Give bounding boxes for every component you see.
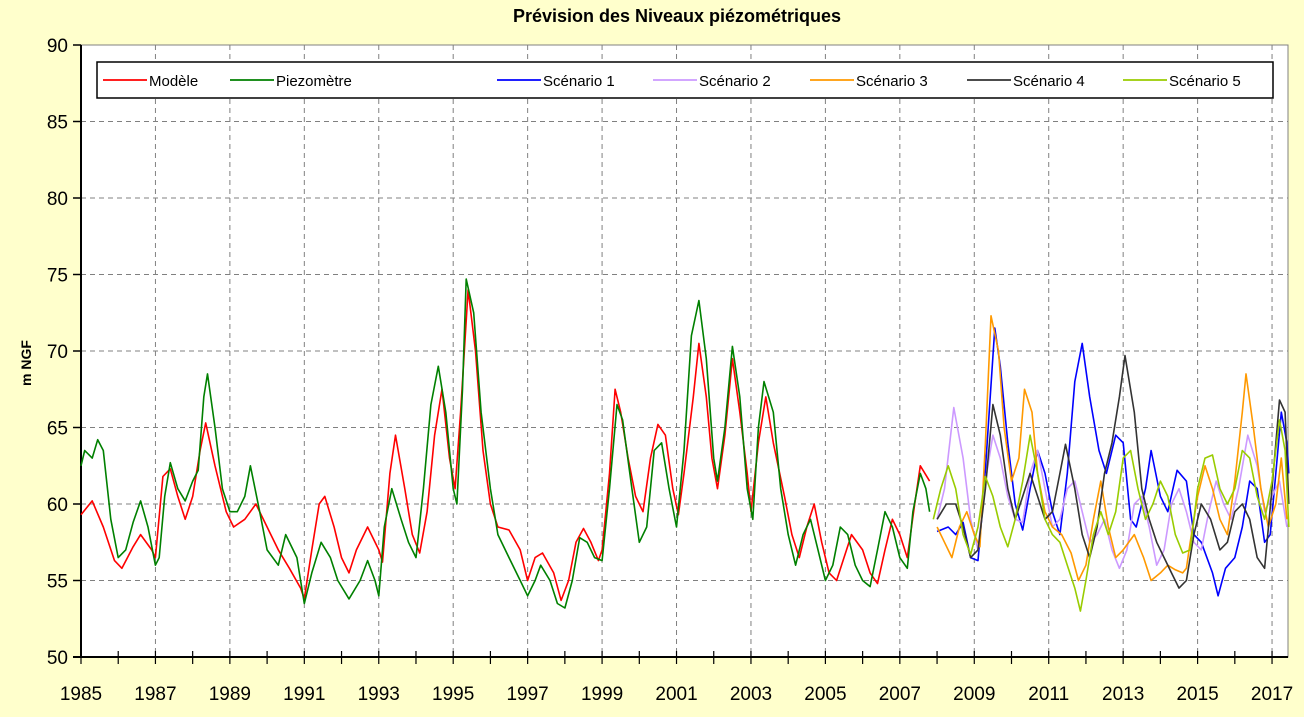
x-tick-label: 1993 [358, 684, 400, 705]
x-tick-label: 2003 [730, 684, 772, 705]
series-line-4 [936, 406, 1288, 570]
legend-label: Scénario 2 [699, 73, 771, 90]
legend-label: Scénario 1 [543, 73, 615, 90]
y-tick-label: 80 [47, 189, 68, 210]
y-tick-label: 85 [47, 113, 68, 134]
series-line-2 [80, 278, 931, 609]
x-tick-label: 1991 [283, 684, 325, 705]
series-line-7 [932, 419, 1290, 612]
legend-label: Modèle [149, 73, 198, 90]
y-tick-label: 60 [47, 495, 68, 516]
legend-label: Scénario 5 [1169, 73, 1241, 90]
series-line-3 [936, 327, 1290, 597]
x-tick-label: 2015 [1176, 684, 1218, 705]
series-line-1 [80, 288, 931, 602]
x-tick-label: 2007 [879, 684, 921, 705]
legend-label: Scénario 3 [856, 73, 928, 90]
y-tick-label: 75 [47, 266, 68, 287]
y-tick-label: 65 [47, 419, 68, 440]
legend-label: Piezomètre [276, 73, 352, 90]
x-tick-label: 2001 [655, 684, 697, 705]
x-tick-label: 1995 [432, 684, 474, 705]
x-tick-label: 2005 [804, 684, 846, 705]
y-tick-label: 55 [47, 572, 68, 593]
x-tick-label: 1997 [506, 684, 548, 705]
axes: 50 55 60 65 70 75 80 85 90 1985 1987 1989 1991 1993 19… [47, 36, 1293, 705]
series-line-6 [936, 354, 1290, 589]
x-tick-label: 2009 [953, 684, 995, 705]
data-series [80, 278, 1290, 612]
y-tick-label: 50 [47, 648, 68, 669]
x-tick-label: 2017 [1251, 684, 1293, 705]
y-tick-label: 70 [47, 342, 68, 363]
x-tick-label: 1987 [134, 684, 176, 705]
x-tick-label: 2011 [1028, 684, 1069, 705]
chart-title: Prévision des Niveaux piézométriques [512, 6, 842, 26]
x-tick-label: 1999 [581, 684, 623, 705]
legend: Modèle Piezomètre Scénario 1 Scénario 2 Scén… [96, 61, 1274, 99]
legend-box [96, 61, 1274, 99]
x-tick-label: 1985 [60, 684, 102, 705]
x-tick-label: 1989 [209, 684, 251, 705]
y-tick-label: 90 [47, 36, 68, 57]
legend-label: Scénario 4 [1013, 73, 1085, 90]
x-tick-label: 2013 [1102, 684, 1144, 705]
gridlines [81, 44, 1288, 657]
